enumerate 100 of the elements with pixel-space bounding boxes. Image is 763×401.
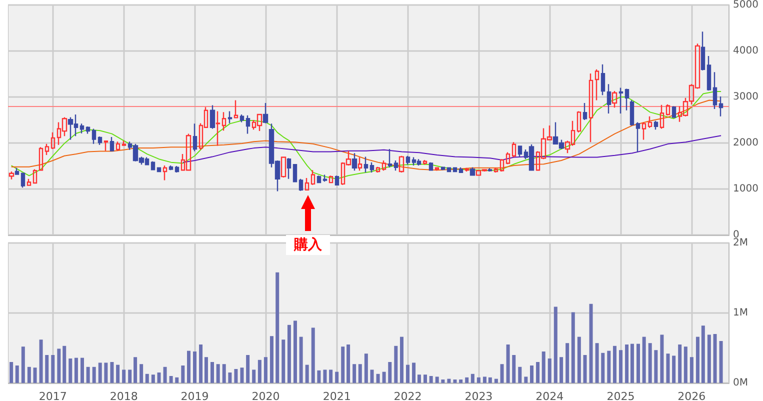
- candlestick: [222, 112, 226, 132]
- bar: [122, 370, 126, 383]
- bar: [193, 352, 197, 383]
- candlestick: [334, 175, 340, 186]
- candlestick: [376, 166, 380, 174]
- bar: [240, 368, 244, 383]
- bar: [412, 362, 416, 383]
- bar: [625, 344, 629, 383]
- candlestick: [630, 100, 634, 126]
- bar: [488, 377, 492, 383]
- candlestick: [358, 156, 362, 172]
- bar: [417, 374, 421, 383]
- candlestick: [210, 104, 216, 130]
- candlestick: [26, 178, 32, 186]
- bar: [287, 324, 291, 383]
- candlestick: [672, 106, 676, 118]
- candlestick: [712, 72, 718, 110]
- candlestick: [234, 100, 238, 118]
- bar: [234, 369, 238, 383]
- candlestick: [606, 84, 612, 114]
- bar: [181, 366, 185, 383]
- candlestick: [262, 102, 268, 124]
- candlestick: [216, 110, 220, 146]
- x-tick-label: 2021: [322, 390, 351, 401]
- bar: [335, 372, 339, 383]
- line-series: [182, 135, 722, 163]
- candlestick: [506, 152, 510, 165]
- candlestick: [280, 156, 286, 178]
- candlestick: [434, 166, 440, 172]
- bar: [51, 355, 55, 383]
- candlestick: [240, 114, 244, 123]
- x-tick-label: 2022: [394, 390, 422, 401]
- bar: [376, 374, 380, 383]
- candlestick: [364, 156, 368, 174]
- candlestick: [660, 104, 664, 130]
- bar: [134, 357, 138, 383]
- bar: [68, 358, 72, 383]
- candlestick: [636, 122, 640, 153]
- candlestick: [110, 136, 114, 152]
- bar: [305, 364, 309, 383]
- bar: [270, 336, 274, 383]
- bar: [583, 355, 587, 383]
- bar: [577, 336, 581, 383]
- bar: [80, 358, 84, 383]
- bar: [86, 366, 90, 383]
- x-tick-label: 2017: [38, 390, 67, 401]
- bar: [204, 357, 208, 383]
- candlestick: [38, 146, 44, 172]
- bar: [512, 355, 516, 383]
- bar: [216, 364, 220, 383]
- bar: [696, 336, 700, 383]
- candlestick: [32, 168, 38, 184]
- candlestick: [322, 174, 328, 182]
- candlestick: [600, 64, 606, 96]
- bar: [186, 350, 190, 383]
- bar: [199, 344, 203, 383]
- candlestick: [98, 136, 102, 146]
- bar: [400, 336, 404, 383]
- y-tick-label: 1000: [733, 184, 758, 194]
- x-tick-label: 2018: [110, 390, 138, 401]
- x-tick-label: 2026: [678, 390, 706, 401]
- bar: [317, 370, 321, 383]
- candlestick: [464, 167, 470, 172]
- bar: [151, 374, 155, 383]
- candlestick: [316, 175, 322, 184]
- bar: [560, 357, 564, 383]
- bar: [636, 344, 640, 383]
- candlestick: [452, 167, 458, 173]
- candlestick: [648, 116, 652, 128]
- candlestick: [624, 88, 630, 111]
- bar: [110, 362, 114, 383]
- y-tick-label: 5000: [733, 0, 758, 10]
- bar: [500, 364, 504, 383]
- bar: [548, 358, 552, 383]
- y-tick-label: 3000: [733, 92, 758, 102]
- candlestick: [488, 168, 492, 172]
- candlestick: [8, 170, 14, 180]
- candlestick: [286, 158, 292, 180]
- bar: [175, 377, 179, 383]
- candlestick: [666, 104, 670, 116]
- candlestick: [588, 72, 594, 143]
- bar: [276, 272, 280, 383]
- bar: [435, 376, 439, 383]
- bar: [293, 320, 297, 383]
- bar: [145, 374, 149, 383]
- bar: [157, 372, 161, 383]
- bar: [246, 355, 250, 383]
- line-series: [10, 90, 722, 180]
- candlestick: [428, 162, 434, 171]
- bar: [530, 366, 534, 383]
- bar: [601, 352, 605, 383]
- candlestick: [458, 166, 464, 174]
- bar: [346, 344, 350, 383]
- x-tick-label: 2024: [536, 390, 564, 401]
- candlestick: [352, 152, 358, 172]
- bar: [98, 362, 102, 383]
- candlestick: [168, 164, 174, 171]
- candlestick: [642, 122, 646, 140]
- candlestick: [718, 96, 724, 117]
- y-tick-label: 0M: [733, 378, 748, 388]
